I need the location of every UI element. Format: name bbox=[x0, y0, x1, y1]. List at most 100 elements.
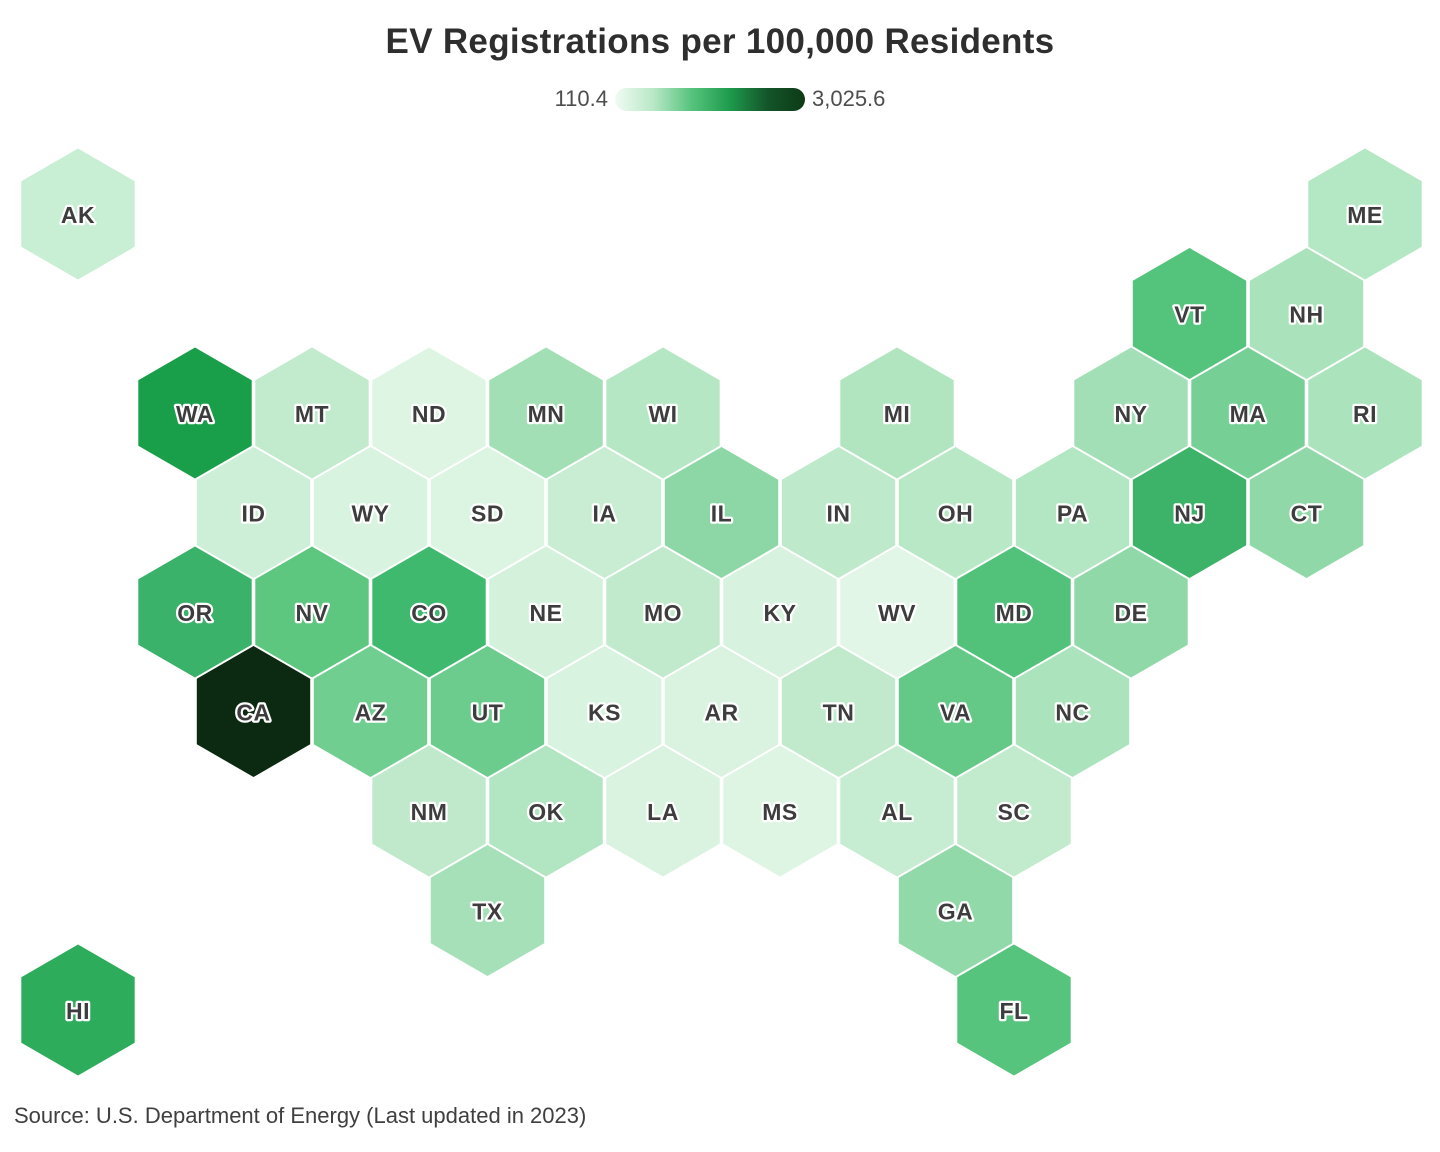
hex-CT[interactable] bbox=[1249, 447, 1364, 578]
hex-GA[interactable] bbox=[898, 845, 1013, 976]
hex-label-MD: MD bbox=[996, 600, 1033, 626]
hex-FL[interactable] bbox=[957, 944, 1071, 1076]
hex-label-WY: WY bbox=[351, 501, 389, 527]
hex-VA[interactable] bbox=[898, 646, 1013, 777]
hex-TX[interactable] bbox=[430, 845, 545, 976]
hex-label-OH: OH bbox=[938, 501, 974, 527]
hex-label-VA: VA bbox=[940, 700, 971, 726]
hex-VT[interactable] bbox=[1132, 248, 1247, 379]
hex-label-NE: NE bbox=[530, 600, 563, 626]
hex-label-LA: LA bbox=[647, 799, 679, 825]
hex-OR[interactable] bbox=[138, 546, 252, 678]
hex-AL[interactable] bbox=[840, 745, 954, 877]
hex-IL[interactable] bbox=[664, 447, 779, 578]
hex-AZ[interactable] bbox=[313, 646, 428, 777]
hex-LA[interactable] bbox=[606, 745, 720, 877]
hex-HI[interactable] bbox=[21, 944, 135, 1076]
hex-IA[interactable] bbox=[547, 447, 662, 578]
hex-MN[interactable] bbox=[489, 347, 603, 479]
hex-CO[interactable] bbox=[372, 546, 486, 678]
hex-label-MT: MT bbox=[295, 401, 329, 427]
hex-label-UT: UT bbox=[472, 700, 504, 726]
hex-UT[interactable] bbox=[430, 646, 545, 777]
hex-MD[interactable] bbox=[957, 546, 1071, 678]
hex-label-NM: NM bbox=[411, 799, 448, 825]
legend-min-label: 110.4 bbox=[554, 86, 608, 111]
hex-label-OK: OK bbox=[528, 799, 564, 825]
hex-label-VT: VT bbox=[1174, 302, 1204, 328]
hex-TN[interactable] bbox=[781, 646, 896, 777]
hex-label-AK: AK bbox=[61, 202, 95, 228]
hex-label-IN: IN bbox=[827, 501, 851, 527]
hex-label-CA: CA bbox=[236, 700, 270, 726]
hex-CA[interactable] bbox=[196, 646, 311, 777]
hex-PA[interactable] bbox=[1015, 447, 1130, 578]
hex-label-KS: KS bbox=[588, 700, 621, 726]
hex-label-OR: OR bbox=[177, 600, 213, 626]
hex-label-SC: SC bbox=[998, 799, 1031, 825]
hex-label-SD: SD bbox=[471, 501, 504, 527]
hex-KS[interactable] bbox=[547, 646, 662, 777]
hex-NE[interactable] bbox=[489, 546, 603, 678]
hex-WY[interactable] bbox=[313, 447, 428, 578]
hex-label-GA: GA bbox=[938, 899, 974, 925]
hex-label-TN: TN bbox=[823, 700, 855, 726]
hex-MS[interactable] bbox=[723, 745, 837, 877]
hex-WI[interactable] bbox=[606, 347, 720, 479]
hex-label-KY: KY bbox=[764, 600, 797, 626]
hex-label-MN: MN bbox=[528, 401, 565, 427]
hex-NY[interactable] bbox=[1074, 347, 1188, 479]
hex-label-WA: WA bbox=[176, 401, 214, 427]
hex-IN[interactable] bbox=[781, 447, 896, 578]
hex-NC[interactable] bbox=[1015, 646, 1130, 777]
hex-WV[interactable] bbox=[840, 546, 954, 678]
hex-label-RI: RI bbox=[1353, 401, 1377, 427]
hex-ME[interactable] bbox=[1308, 148, 1422, 280]
hex-ID[interactable] bbox=[196, 447, 311, 578]
hex-NV[interactable] bbox=[255, 546, 369, 678]
hex-NH[interactable] bbox=[1249, 248, 1364, 379]
hex-OK[interactable] bbox=[489, 745, 603, 877]
hex-label-NV: NV bbox=[296, 600, 329, 626]
hex-label-NJ: NJ bbox=[1174, 501, 1204, 527]
hex-label-CO: CO bbox=[411, 600, 447, 626]
hex-MO[interactable] bbox=[606, 546, 720, 678]
hex-label-MS: MS bbox=[762, 799, 798, 825]
hex-MT[interactable] bbox=[255, 347, 369, 479]
chart-title: EV Registrations per 100,000 Residents bbox=[385, 22, 1055, 61]
hex-AR[interactable] bbox=[664, 646, 779, 777]
hex-label-ME: ME bbox=[1347, 202, 1383, 228]
hex-SD[interactable] bbox=[430, 447, 545, 578]
hex-NM[interactable] bbox=[372, 745, 486, 877]
hex-label-AL: AL bbox=[881, 799, 913, 825]
hex-KY[interactable] bbox=[723, 546, 837, 678]
source-note: Source: U.S. Department of Energy (Last … bbox=[14, 1103, 587, 1128]
hex-label-DE: DE bbox=[1115, 600, 1148, 626]
hex-MI[interactable] bbox=[840, 347, 954, 479]
hex-NJ[interactable] bbox=[1132, 447, 1247, 578]
hex-AK[interactable] bbox=[21, 148, 135, 280]
hex-WA[interactable] bbox=[138, 347, 252, 479]
hex-DE[interactable] bbox=[1074, 546, 1188, 678]
hex-label-HI: HI bbox=[66, 998, 90, 1024]
hex-OH[interactable] bbox=[898, 447, 1013, 578]
hex-label-WV: WV bbox=[878, 600, 916, 626]
legend-max-label: 3,025.6 bbox=[812, 86, 886, 111]
hex-label-AZ: AZ bbox=[355, 700, 387, 726]
legend-gradient-bar bbox=[615, 87, 805, 111]
hex-SC[interactable] bbox=[957, 745, 1071, 877]
hex-RI[interactable] bbox=[1308, 347, 1422, 479]
hex-label-ID: ID bbox=[242, 501, 266, 527]
hex-ND[interactable] bbox=[372, 347, 486, 479]
color-legend: 110.4 3,025.6 bbox=[0, 86, 1440, 112]
hex-label-AR: AR bbox=[704, 700, 738, 726]
hex-label-IL: IL bbox=[711, 501, 732, 527]
hex-label-TX: TX bbox=[472, 899, 503, 925]
hex-label-NC: NC bbox=[1055, 700, 1089, 726]
hex-label-PA: PA bbox=[1057, 501, 1088, 527]
hex-label-IA: IA bbox=[593, 501, 617, 527]
hex-MA[interactable] bbox=[1191, 347, 1305, 479]
hex-label-FL: FL bbox=[999, 998, 1028, 1024]
hex-label-ND: ND bbox=[412, 401, 446, 427]
